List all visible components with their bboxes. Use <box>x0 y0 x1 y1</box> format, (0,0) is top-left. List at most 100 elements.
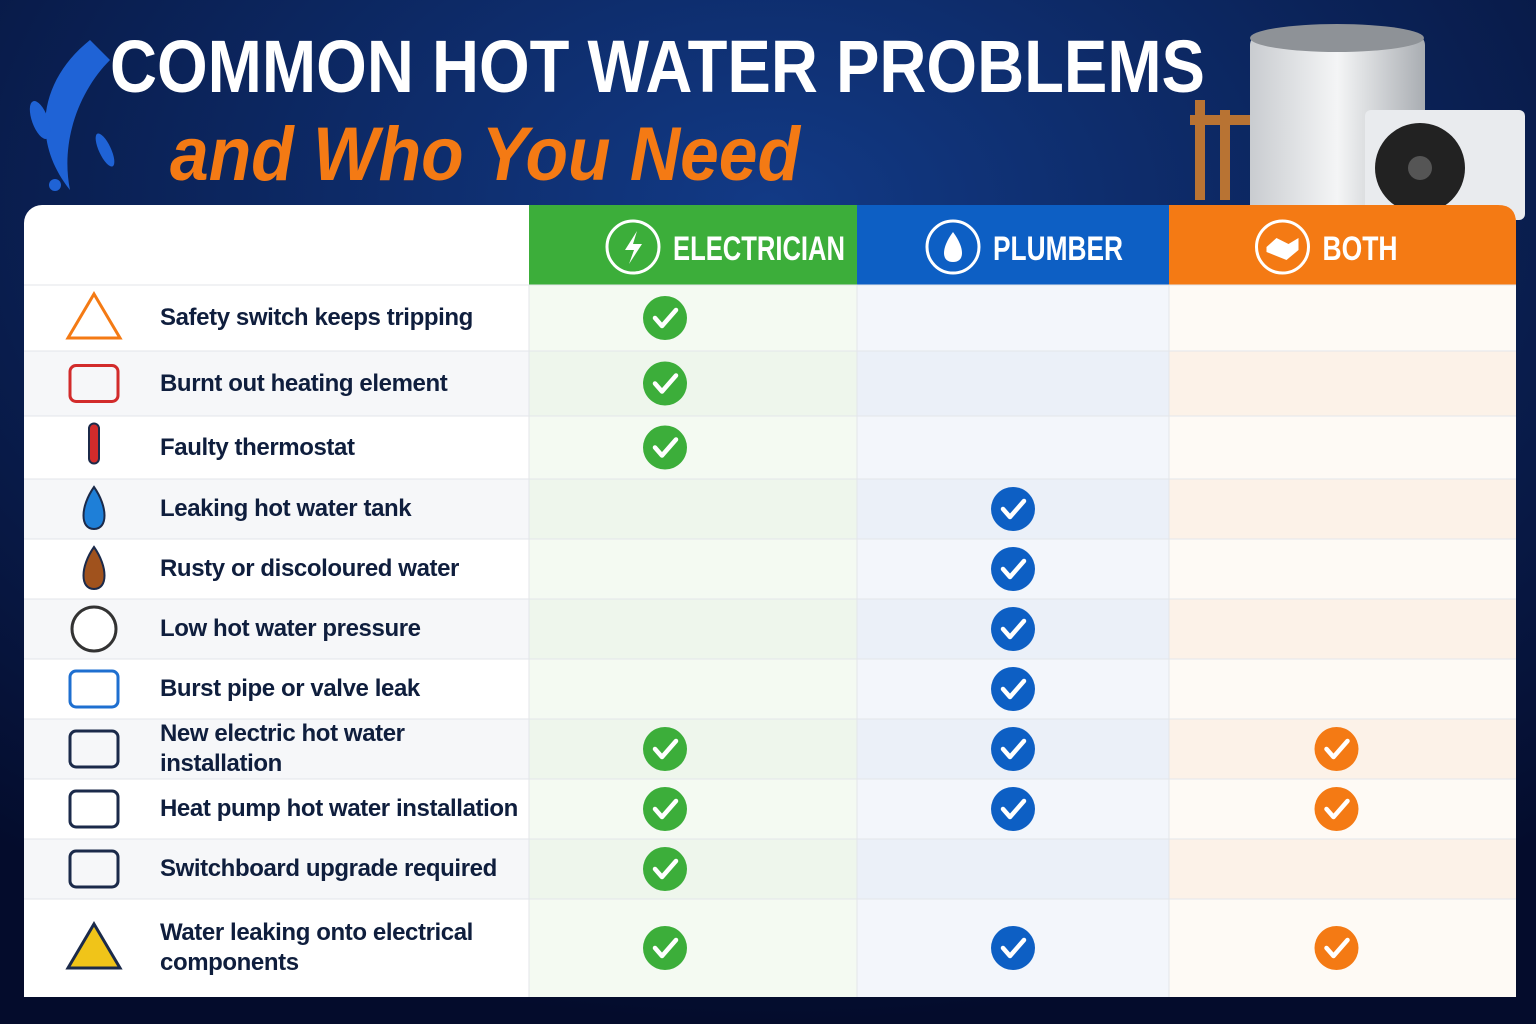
cell-background <box>529 416 857 479</box>
row-label-box: Water leaking onto electrical components <box>160 919 473 976</box>
row-icon <box>68 669 120 709</box>
cell-background <box>1169 839 1516 899</box>
cell-background <box>857 839 1169 899</box>
cell-background <box>529 839 857 899</box>
row-background <box>24 479 529 539</box>
check-mark <box>991 667 1035 711</box>
check-circle <box>1314 727 1359 771</box>
column-header <box>1169 205 1516 285</box>
cell-background <box>1169 599 1516 659</box>
row-icon <box>88 422 100 465</box>
cell-background <box>529 351 857 416</box>
check-tick <box>652 937 679 959</box>
row-label-box: Safety switch keeps tripping <box>160 304 473 331</box>
check-tick <box>1000 558 1027 580</box>
row-icon <box>68 729 120 769</box>
check-circle <box>991 487 1035 531</box>
row-label-box: New electric hot water installation <box>160 720 405 777</box>
row-background <box>24 719 529 779</box>
check-mark <box>643 727 687 771</box>
check-mark <box>643 926 687 970</box>
check-tick <box>1000 738 1027 760</box>
check-tick <box>652 307 679 329</box>
column-icon <box>1255 219 1310 275</box>
title: COMMON HOT WATER PROBLEMS <box>110 25 1205 108</box>
cell-background <box>1169 659 1516 719</box>
check-circle <box>1314 926 1359 970</box>
check-circle <box>643 787 687 831</box>
row-label: Heat pump hot water installation <box>160 795 518 822</box>
check-tick <box>1000 498 1027 520</box>
cell-background <box>529 285 857 351</box>
row-label: Low hot water pressure <box>160 615 421 642</box>
row-icon <box>68 849 120 889</box>
check-mark <box>1314 926 1359 970</box>
check-circle <box>643 926 687 970</box>
row-background <box>24 659 529 719</box>
row-background <box>24 839 529 899</box>
row-label: Burst pipe or valve leak <box>160 675 420 702</box>
row-label-box: Burst pipe or valve leak <box>160 675 420 702</box>
column-icon-glyph <box>944 232 962 262</box>
check-tick <box>1000 618 1027 640</box>
column-header <box>529 205 857 285</box>
check-mark <box>991 607 1035 651</box>
check-tick <box>1000 678 1027 700</box>
cell-background <box>857 416 1169 479</box>
column-header-label: PLUMBER <box>993 230 1123 268</box>
check-circle <box>991 547 1035 591</box>
row-icon <box>65 921 123 970</box>
cell-background <box>529 719 857 779</box>
check-circle <box>643 425 687 470</box>
check-circle <box>643 361 687 406</box>
row-label-box: Rusty or discoloured water <box>160 555 459 582</box>
row-label-box: Faulty thermostat <box>160 434 355 461</box>
row-icon <box>82 545 106 591</box>
cell-background <box>529 779 857 839</box>
check-tick <box>1324 937 1350 959</box>
check-tick <box>1324 798 1350 820</box>
column-icon-glyph <box>625 231 642 264</box>
check-circle <box>643 727 687 771</box>
check-mark <box>991 787 1035 831</box>
cell-background <box>1169 416 1516 479</box>
cell-background <box>529 539 857 599</box>
check-circle <box>643 296 687 340</box>
cell-background <box>529 479 857 539</box>
check-tick <box>652 373 679 394</box>
check-mark <box>991 487 1035 531</box>
check-circle <box>1314 787 1359 831</box>
check-mark <box>643 787 687 831</box>
column-icon-glyph <box>1266 238 1299 260</box>
cell-background <box>529 659 857 719</box>
column-icon <box>605 219 661 275</box>
row-icon <box>68 364 120 403</box>
row-label: Leaking hot water tank <box>160 495 412 522</box>
row-label-box: Leaking hot water tank <box>160 495 412 522</box>
cell-background <box>529 599 857 659</box>
cell-background <box>857 351 1169 416</box>
check-mark <box>991 547 1035 591</box>
check-circle <box>643 847 687 891</box>
row-label: New electric hot water installation <box>160 720 405 777</box>
check-mark <box>1314 727 1359 771</box>
row-background <box>24 416 529 479</box>
water-heater-illustration <box>1190 24 1525 220</box>
column-icon <box>925 219 981 275</box>
row-background <box>24 351 529 416</box>
row-label: Rusty or discoloured water <box>160 555 459 582</box>
row-label: Burnt out heating element <box>160 369 448 397</box>
check-mark <box>1314 787 1359 831</box>
check-tick <box>1000 937 1027 959</box>
check-circle <box>991 787 1035 831</box>
cell-background <box>857 285 1169 351</box>
check-tick <box>652 798 679 820</box>
cell-background <box>1169 285 1516 351</box>
cell-background <box>529 899 857 997</box>
check-mark <box>643 425 687 470</box>
row-label: Water leaking onto electrical components <box>160 919 473 976</box>
check-mark <box>643 361 687 406</box>
water-splash <box>29 40 115 191</box>
row-icon <box>68 789 120 829</box>
